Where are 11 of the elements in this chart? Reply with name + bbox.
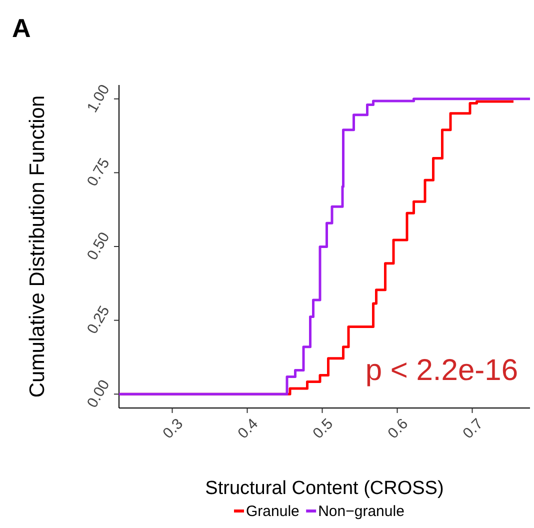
legend-label: Granule: [246, 503, 300, 520]
x-tick-label: 0.7: [460, 415, 486, 442]
x-tick-label: 0.3: [160, 415, 186, 442]
x-tick-label: 0.6: [384, 415, 412, 442]
y-axis-title: Cumulative Distribution Function: [26, 95, 49, 398]
x-axis-title: Structural Content (CROSS): [205, 478, 444, 499]
x-tick-label: 0.4: [234, 415, 262, 442]
annotation: p < 2.2e-16: [365, 354, 518, 387]
x-tick-label: 0.5: [310, 415, 336, 442]
chart-title: A: [12, 13, 31, 43]
legend-label: Non−granule: [318, 503, 404, 520]
